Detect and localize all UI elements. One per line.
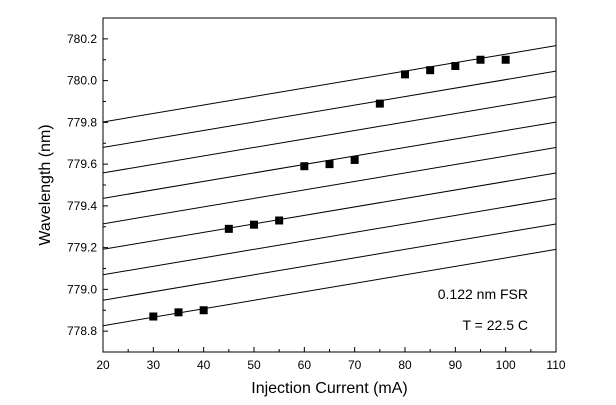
mode-line: [103, 45, 556, 123]
mode-line: [103, 70, 556, 148]
data-point: [375, 99, 384, 108]
y-tick-label: 780.0: [67, 74, 97, 88]
data-point: [250, 220, 258, 229]
data-point: [174, 308, 183, 317]
data-point: [426, 66, 435, 75]
y-tick-label: 779.0: [67, 282, 97, 296]
data-point: [476, 55, 485, 64]
x-tick-label: 100: [496, 358, 516, 372]
mode-line: [103, 197, 556, 276]
x-tick-label: 50: [247, 358, 261, 372]
fsr-annotation: 0.122 nm FSR: [438, 286, 528, 302]
data-points: [149, 55, 510, 321]
data-point: [224, 224, 233, 233]
x-tick-label: 70: [348, 358, 362, 372]
y-tick-label: 779.6: [67, 157, 97, 171]
y-tick-label: 779.8: [67, 115, 97, 129]
y-tick-label: 779.4: [67, 199, 97, 213]
y-axis: 778.8 779.0 779.2 779.4 779.6 779.8 780.0 780.2: [67, 17, 108, 353]
x-tick-label: 20: [96, 358, 110, 372]
data-point: [300, 162, 309, 171]
x-tick-label: 60: [298, 358, 312, 372]
data-point: [149, 312, 158, 321]
data-point: [451, 62, 460, 71]
data-point: [275, 216, 284, 225]
mode-line: [103, 96, 556, 174]
x-tick-label: 110: [546, 358, 565, 372]
x-tick-label: 40: [197, 358, 211, 372]
y-tick-label: 778.8: [67, 324, 97, 338]
x-tick-label: 30: [147, 358, 161, 372]
data-point: [401, 70, 409, 79]
y-tick-label: 779.2: [67, 241, 97, 255]
x-axis: 20 30 40 50 60 70 80 90 100 110: [96, 347, 566, 372]
data-point: [350, 155, 359, 164]
data-point: [501, 55, 510, 64]
mode-line: [103, 147, 556, 225]
x-axis-label: Injection Current (mA): [251, 380, 408, 397]
x-tick-label: 80: [398, 358, 412, 372]
data-point: [325, 160, 334, 169]
mode-line: [103, 223, 556, 301]
data-point: [199, 306, 208, 315]
mode-line: [103, 172, 556, 250]
x-tick-label: 90: [449, 358, 463, 372]
mode-lines: [103, 45, 556, 327]
y-axis-label: Wavelength (nm): [37, 124, 54, 245]
temperature-annotation: T = 22.5 C: [462, 317, 528, 333]
y-tick-label: 780.2: [67, 32, 97, 46]
